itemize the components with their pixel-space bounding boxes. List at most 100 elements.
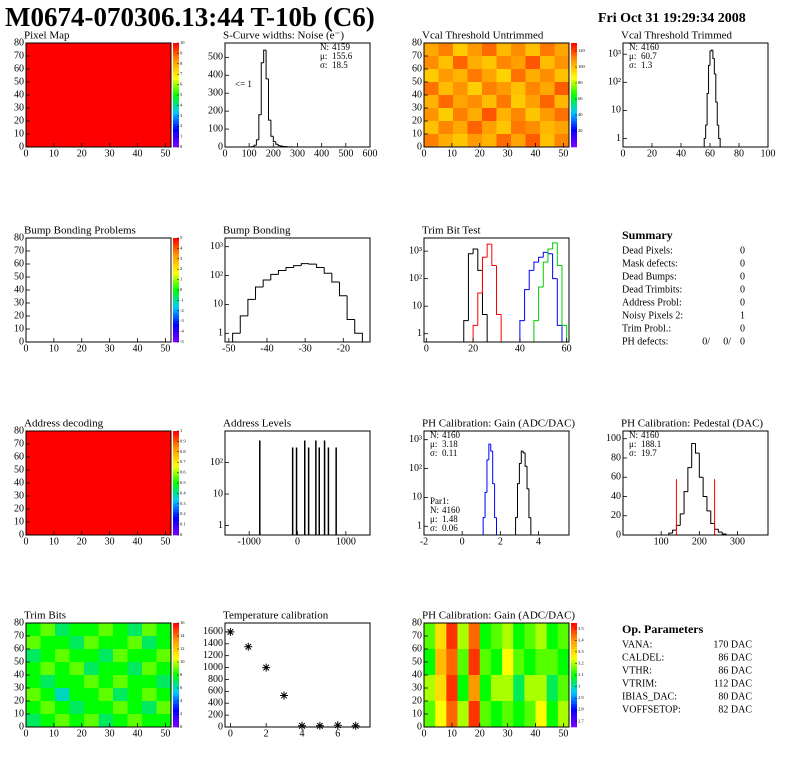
histogram-bin <box>494 483 497 519</box>
colorbar-segment <box>173 464 179 468</box>
colorbar-segment <box>571 95 577 98</box>
x-tick-label: 0 <box>24 536 29 547</box>
parameter-name: VTHR: <box>622 665 652 676</box>
colorbar-segment <box>571 701 577 704</box>
x-tick-label: 30 <box>105 148 115 159</box>
histogram-bin <box>515 517 518 535</box>
stat-value: 1.3 <box>641 60 653 70</box>
colorbar-segment <box>173 444 179 447</box>
colorbar-segment <box>173 58 179 62</box>
heatmap-cell <box>467 43 483 57</box>
histogram-bin <box>718 125 721 147</box>
histogram-bin <box>467 253 474 321</box>
colorbar-segment <box>173 529 179 533</box>
y-tick-label: 1200 <box>203 650 223 661</box>
y-tick-label: 0 <box>218 721 223 732</box>
colorbar-segment <box>173 97 179 101</box>
x-tick-label: 50 <box>558 728 568 739</box>
colorbar-segment <box>173 139 179 143</box>
colorbar-label: 16 <box>180 620 185 625</box>
heatmap-cell <box>496 134 512 148</box>
x-tick-label: 10 <box>49 343 59 354</box>
colorbar-segment <box>571 79 577 83</box>
heatmap-cell <box>524 675 536 702</box>
colorbar-label: 4 <box>180 245 183 250</box>
heatmap-cell <box>113 662 128 676</box>
colorbar-label: -5 <box>180 339 184 344</box>
y-tick-label: 10 <box>611 105 621 116</box>
colorbar-label: 120 <box>578 48 586 53</box>
histogram-bin <box>270 120 274 137</box>
colorbar-segment <box>173 649 179 652</box>
heatmap-cell <box>482 121 497 135</box>
heatmap-cell <box>482 43 497 57</box>
colorbar-segment <box>173 69 179 72</box>
colorbar-segment <box>173 693 179 697</box>
y-tick-label: 30 <box>14 682 24 693</box>
histogram-bin <box>323 267 332 274</box>
colorbar-segment <box>173 480 179 484</box>
heatmap-cell <box>156 649 172 663</box>
y-tick-label: 10² <box>409 273 422 284</box>
histogram-bin <box>258 114 262 140</box>
heatmap-cell <box>453 82 468 96</box>
y-tick-label: 10² <box>210 270 223 281</box>
heatmap-cell <box>142 675 157 689</box>
colorbar-segment <box>571 144 577 148</box>
colorbar-segment <box>173 496 179 499</box>
colorbar-segment <box>571 100 577 104</box>
colorbar-label: 0 <box>180 724 183 729</box>
panel-title: PH Calibration: Pedestal (DAC) <box>621 418 763 430</box>
colorbar-segment <box>173 274 179 278</box>
histogram-bin <box>683 491 688 514</box>
colorbar-segment <box>173 321 179 325</box>
heatmap-cell <box>524 701 536 728</box>
heatmap-cell <box>546 675 559 702</box>
colorbar-label: 0.9 <box>180 438 186 443</box>
heatmap-cell <box>435 623 447 650</box>
colorbar-label: -4 <box>180 329 184 334</box>
heatmap-cell <box>424 121 439 135</box>
colorbar-segment <box>173 74 179 78</box>
colorbar-segment <box>173 503 179 507</box>
y-tick-label: 800 <box>208 674 223 685</box>
heatmap-cell <box>468 649 481 676</box>
heatmap-cell <box>98 675 114 689</box>
colorbar-segment <box>173 144 179 148</box>
colorbar-segment <box>571 45 577 49</box>
stat-value: 4160 <box>442 505 461 515</box>
colorbar-segment <box>173 266 179 270</box>
x-tick-label: 40 <box>133 148 143 159</box>
summary-value: 0 <box>740 258 745 269</box>
colorbar-segment <box>571 74 577 78</box>
stat-label: μ: <box>430 439 437 449</box>
heatmap-cell <box>438 121 454 135</box>
colorbar-segment <box>571 698 577 702</box>
y-tick-label: 40 <box>14 477 24 488</box>
histogram-bin <box>482 517 486 535</box>
colorbar-segment <box>173 719 179 723</box>
x-tick-label: 4 <box>536 536 541 547</box>
annotation: <= 1 <box>235 79 252 89</box>
colorbar-segment <box>571 659 577 663</box>
colorbar-segment <box>173 318 179 322</box>
heatmap-cell <box>98 701 114 715</box>
y-tick-label: 70 <box>14 630 24 641</box>
colorbar-segment <box>173 656 179 660</box>
colorbar-segment <box>173 334 179 338</box>
colorbar-segment <box>571 108 577 111</box>
colorbar-label: 0.8 <box>180 449 186 454</box>
colorbar-segment <box>571 110 577 114</box>
stat-label: μ: <box>629 439 636 449</box>
colorbar-segment <box>173 121 179 124</box>
heatmap-cell <box>535 701 547 728</box>
y-tick-label: 20 <box>14 695 24 706</box>
heatmap-cell <box>142 688 157 702</box>
y-tick-label: 0 <box>19 141 24 152</box>
colorbar-segment <box>173 271 179 275</box>
colorbar-segment <box>571 82 577 85</box>
heatmap-cell <box>554 108 570 122</box>
panel: PH Calibration: Gain (ADC/DAC) -2 0 2 4 1 10 10… <box>409 418 575 548</box>
